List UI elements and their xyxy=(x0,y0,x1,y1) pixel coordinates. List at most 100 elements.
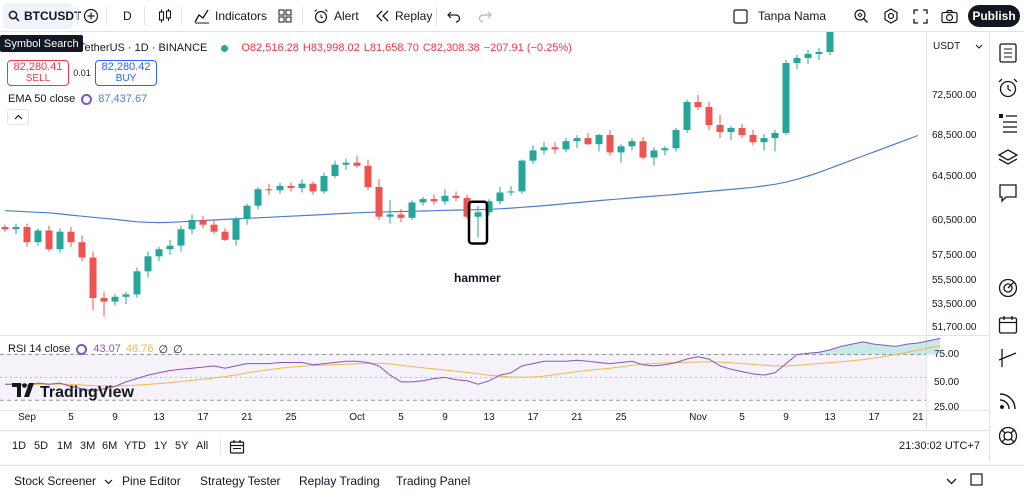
candle-body xyxy=(56,231,64,250)
camera-icon xyxy=(941,9,958,24)
tab-trading-panel[interactable]: Trading Panel xyxy=(396,474,471,488)
candle-body xyxy=(760,138,768,143)
divider xyxy=(106,7,107,25)
chat-button[interactable] xyxy=(997,182,1019,204)
pulse-button[interactable] xyxy=(997,277,1019,299)
candle-body xyxy=(353,162,361,166)
candle-body xyxy=(122,294,130,297)
tab-stock-screener[interactable]: Stock Screener xyxy=(14,466,113,495)
rsi-value: 43.07 xyxy=(93,343,121,355)
goto-date-button[interactable] xyxy=(229,439,245,460)
chevron-down-icon xyxy=(975,44,983,49)
tab-stock-screener-label: Stock Screener xyxy=(14,474,97,488)
candle-body xyxy=(1,227,9,230)
candle-body xyxy=(111,296,119,302)
object-tree-icon xyxy=(997,114,1019,138)
interval-button[interactable]: D xyxy=(123,9,132,23)
sell-label: SELL xyxy=(25,73,51,84)
broadcast-icon xyxy=(997,393,1019,416)
candle-body xyxy=(661,148,669,151)
indicators-label: Indicators xyxy=(215,9,268,23)
range-5d-button[interactable]: 5D xyxy=(34,440,49,452)
date-range-bar: 1D 5D 1M 3M 6M YTD 1Y 5Y All 21:30:02 UT… xyxy=(0,430,989,463)
rsi-overbought-fill xyxy=(797,338,940,355)
divider xyxy=(181,7,182,25)
snapshot-button[interactable] xyxy=(941,0,958,32)
quick-search-button[interactable] xyxy=(853,0,869,32)
publish-button[interactable]: Publish xyxy=(968,5,1020,27)
range-6m-button[interactable]: 6M xyxy=(102,440,118,452)
range-ytd-button[interactable]: YTD xyxy=(124,440,146,452)
right-sidebar xyxy=(989,32,1024,462)
rsi-legend[interactable]: RSI 14 close 43.07 46.76 ∅ ∅ xyxy=(8,342,183,356)
layouts-button[interactable] xyxy=(277,0,293,32)
collapse-panel-button[interactable] xyxy=(946,466,957,495)
rsi-empty-2: ∅ xyxy=(173,343,183,356)
sell-button[interactable]: 82,280.41 SELL xyxy=(7,60,69,86)
help-button[interactable] xyxy=(997,425,1019,447)
search-settings-icon xyxy=(853,8,869,24)
chevron-up-icon xyxy=(14,112,23,123)
candle-body xyxy=(474,212,482,217)
symbol-search-button[interactable]: BTCUSDT xyxy=(3,3,81,29)
eye-dot-icon[interactable] xyxy=(221,44,229,52)
rsi-settings-icon[interactable] xyxy=(76,343,88,355)
redo-button[interactable] xyxy=(478,0,492,32)
candle-body xyxy=(617,146,625,153)
alerts-panel-button[interactable] xyxy=(997,77,1019,99)
stream-button[interactable] xyxy=(997,390,1019,412)
ema-legend[interactable]: EMA 50 close 87,437.67 xyxy=(8,92,147,106)
grid-icon xyxy=(277,8,293,24)
range-3m-button[interactable]: 3M xyxy=(80,440,96,452)
candle-body xyxy=(562,141,570,150)
candle-body xyxy=(496,192,504,202)
tab-pine-editor[interactable]: Pine Editor xyxy=(122,474,181,488)
time-axis-label: 17 xyxy=(197,412,209,423)
candle-body xyxy=(639,141,647,158)
chart-pane[interactable]: USDT 72,500.00 68,500.00 64,500.00 60,500.00… xyxy=(0,0,989,430)
candle-body xyxy=(12,227,20,230)
range-all-button[interactable]: All xyxy=(196,440,209,452)
tab-strategy-tester[interactable]: Strategy Tester xyxy=(200,474,281,488)
candle-body xyxy=(463,198,471,217)
series-legend[interactable]: TetherUS · 1D · BINANCE O82,516.28 H83,9… xyxy=(79,41,576,55)
candle-body xyxy=(441,195,449,202)
candle-body xyxy=(595,135,603,145)
range-1d-button[interactable]: 1D xyxy=(12,440,27,452)
fullscreen-button[interactable] xyxy=(913,0,928,32)
buy-button[interactable]: 82,280.42 BUY xyxy=(95,60,157,86)
object-tree-button[interactable] xyxy=(997,112,1019,134)
price-axis-label: 55,500.00 xyxy=(932,275,977,286)
layout-name-button[interactable]: Tanpa Nama xyxy=(733,0,826,32)
range-1m-button[interactable]: 1M xyxy=(57,440,73,452)
trade-buttons: 82,280.41 SELL 0.01 82,280.42 BUY xyxy=(7,60,157,86)
alert-button[interactable]: Alert xyxy=(313,0,359,32)
hammer-highlight-box xyxy=(467,200,489,245)
search-icon xyxy=(8,10,20,22)
square-icon xyxy=(733,8,748,24)
tradingview-logo[interactable]: TradingView xyxy=(12,383,134,402)
tab-replay-trading[interactable]: Replay Trading xyxy=(299,474,380,488)
replay-button[interactable]: Replay xyxy=(374,0,432,32)
ema-settings-icon[interactable] xyxy=(81,93,93,105)
clock-display[interactable]: 21:30:02 UTC+7 xyxy=(898,440,980,452)
chart-canvas[interactable]: USDT 72,500.00 68,500.00 64,500.00 60,500.00… xyxy=(0,0,989,430)
range-5y-button[interactable]: 5Y xyxy=(175,440,189,452)
settings-button[interactable] xyxy=(883,0,899,32)
candle-body xyxy=(650,150,658,158)
price-axis-label: 68,500.00 xyxy=(932,130,977,141)
calendar-button[interactable] xyxy=(997,314,1019,336)
ideas-button[interactable] xyxy=(997,347,1019,369)
watchlist-button[interactable] xyxy=(997,42,1019,64)
indicators-button[interactable]: Indicators xyxy=(194,0,267,32)
maximize-panel-button[interactable] xyxy=(970,466,983,495)
collapse-legend-button[interactable] xyxy=(7,109,29,125)
change-value: −207.91 (−0.25%) xyxy=(483,42,572,54)
candle-body xyxy=(573,138,581,142)
undo-button[interactable] xyxy=(447,0,461,32)
layers-button[interactable] xyxy=(997,147,1019,169)
range-1y-button[interactable]: 1Y xyxy=(154,440,168,452)
compare-button[interactable] xyxy=(83,0,99,32)
time-axis-label: 17 xyxy=(868,412,880,423)
chart-type-button[interactable] xyxy=(157,0,173,32)
